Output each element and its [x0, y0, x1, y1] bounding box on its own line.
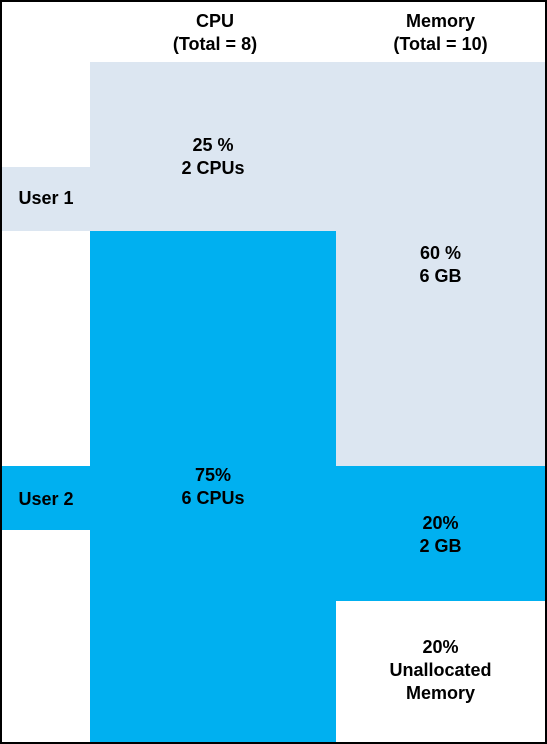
user2-cpu-percent: 75%: [194, 465, 232, 485]
user1-label: User 1: [18, 188, 74, 208]
user2-row-band: [2, 466, 90, 530]
user1-cpu-label: 25 % 2 CPUs: [90, 134, 336, 180]
user2-memory-block: [336, 466, 545, 601]
user1-cpu-amount: 2 CPUs: [181, 158, 245, 178]
user1-memory-block: [336, 231, 545, 466]
unallocated-line3: Memory: [405, 683, 476, 703]
user1-memory-amount: 6 GB: [419, 266, 462, 286]
memory-header-total: (Total = 10): [393, 34, 488, 54]
unallocated-memory-block: [336, 601, 545, 742]
unallocated-percent: 20%: [422, 637, 459, 657]
user2-cpu-block: [90, 231, 336, 742]
user1-row-band: [2, 167, 90, 231]
user1-memory-percent: 60 %: [419, 243, 462, 263]
user1-cpu-percent: 25 %: [192, 135, 234, 155]
memory-header: Memory (Total = 10): [336, 10, 545, 56]
user2-cpu-label: 75% 6 CPUs: [90, 464, 336, 510]
cpu-header-total: (Total = 8): [172, 34, 258, 54]
cpu-header: CPU (Total = 8): [110, 10, 320, 56]
user2-memory-percent: 20%: [422, 513, 459, 533]
user2-cpu-amount: 6 CPUs: [181, 488, 245, 508]
unallocated-memory-label: 20% Unallocated Memory: [336, 636, 545, 705]
user2-label: User 2: [18, 489, 74, 509]
user1-cpu-memory-block: [90, 62, 545, 231]
user1-memory-label: 60 % 6 GB: [336, 242, 545, 288]
unallocated-line2: Unallocated: [389, 660, 492, 680]
memory-header-title: Memory: [405, 11, 476, 31]
cpu-header-title: CPU: [195, 11, 234, 31]
user2-memory-amount: 2 GB: [419, 536, 462, 556]
user2-memory-label: 20% 2 GB: [336, 512, 545, 558]
